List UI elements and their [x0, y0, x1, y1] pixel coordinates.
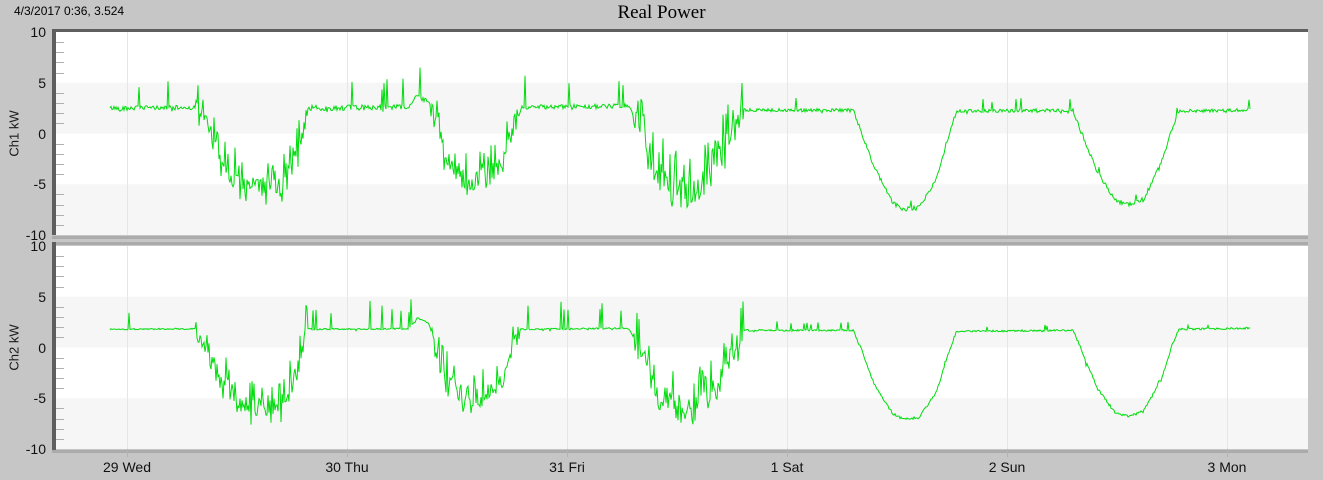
x-tick-mark: [347, 449, 348, 457]
chart-separator-bar-2: [52, 242, 1308, 245]
plot-frame-top: [52, 29, 1308, 32]
y-tick-label: 5: [38, 74, 46, 91]
cursor-readout: 4/3/2017 0:36, 3.524: [14, 4, 125, 18]
y-tick-label: 5: [38, 288, 46, 305]
x-tick-mark: [1007, 449, 1008, 457]
ch1-plot-area[interactable]: [56, 32, 1308, 235]
plot-frame-left-ch2: [52, 242, 56, 453]
x-tick-mark: [1227, 449, 1228, 457]
x-tick-label: 30 Thu: [325, 459, 369, 475]
y-tick-label: -5: [33, 390, 46, 407]
y-tick-label: 0: [38, 339, 46, 356]
x-tick-mark: [787, 449, 788, 457]
x-tick-label: 2 Sun: [988, 459, 1026, 475]
chart-separator-bar-1: [52, 236, 1308, 239]
y-tick-label: 10: [30, 24, 46, 40]
x-tick-label: 31 Fri: [549, 459, 585, 475]
plot-frame-bottom: [52, 450, 1308, 453]
y-tick-label: 10: [30, 238, 46, 254]
ch2-plot-area[interactable]: [56, 246, 1308, 449]
x-tick-label: 3 Mon: [1207, 459, 1247, 475]
x-tick-mark: [127, 449, 128, 457]
y-tick-label: -5: [33, 176, 46, 193]
x-tick-label: 1 Sat: [770, 459, 804, 475]
chart-title: Real Power: [617, 2, 706, 23]
y-tick-label: -10: [25, 227, 46, 243]
x-tick-mark: [567, 449, 568, 457]
x-tick-label: 29 Wed: [103, 459, 151, 475]
plot-frame-left-ch1: [52, 29, 56, 235]
y-tick-label: -10: [25, 441, 46, 457]
y-tick-label: 0: [38, 125, 46, 142]
